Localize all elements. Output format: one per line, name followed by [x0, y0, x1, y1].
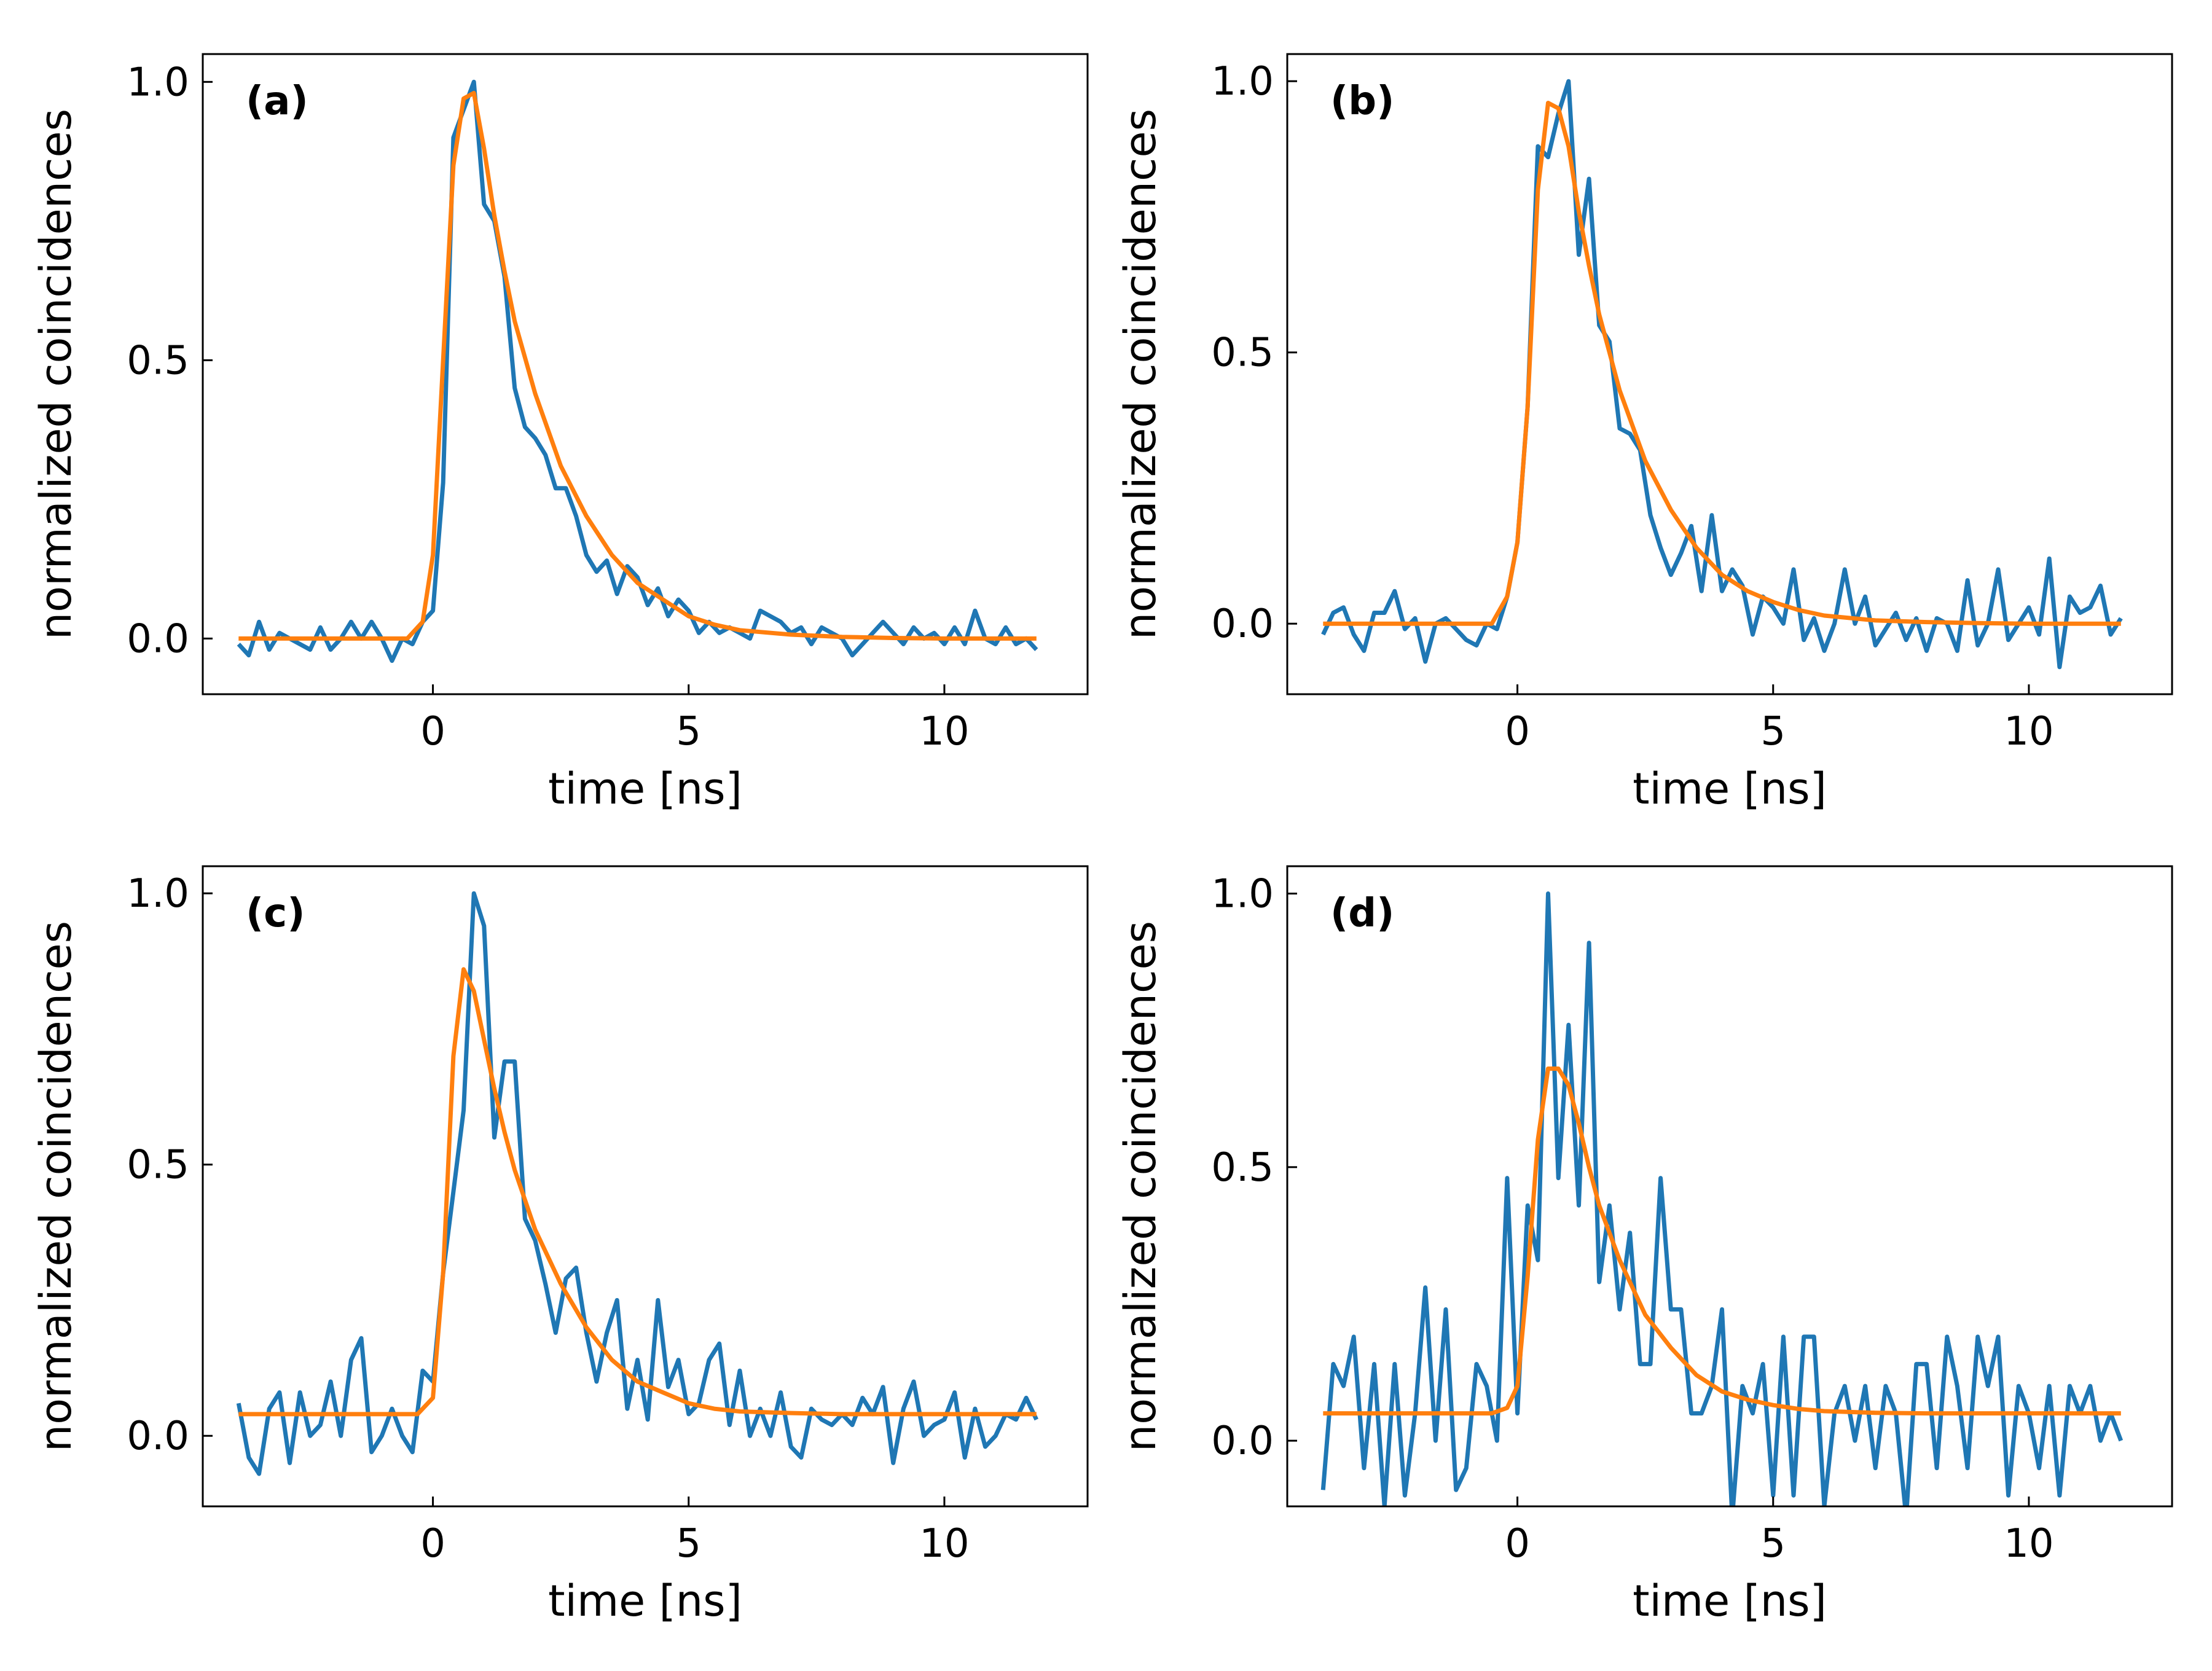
x-tick-label: 5	[1760, 1521, 1786, 1567]
chart-panel-0: 0 5 10 0.0 0.5 1.0 time [ns] normalized coincid…	[31, 53, 1089, 814]
y-tick-label: 0.0	[1211, 1419, 1274, 1464]
x-axis-label: time [ns]	[1633, 764, 1827, 814]
x-tick-label: 5	[1760, 709, 1786, 754]
x-tick-label: 0	[420, 1521, 445, 1567]
axes-frame	[202, 865, 1089, 1508]
y-axis-label: normalized coincidences	[31, 921, 81, 1452]
series-line-fit	[238, 967, 1037, 1417]
y-tick-label: 0.5	[127, 338, 189, 383]
chart-panel-2: 0 5 10 0.0 0.5 1.0 time [ns] normalized coincid…	[31, 865, 1089, 1626]
series-line-data	[236, 891, 1038, 1476]
x-tick-label: 0	[420, 709, 445, 754]
panel-label: (c)	[246, 891, 305, 936]
y-tick-label: 0.5	[127, 1143, 189, 1188]
x-tick-label: 5	[676, 709, 701, 754]
series-line-fit	[1323, 1066, 2121, 1416]
x-tick-label: 5	[676, 1521, 701, 1567]
y-tick-label: 0.0	[127, 616, 189, 662]
y-tick-label: 1.0	[1211, 872, 1274, 917]
x-axis-label: time [ns]	[548, 1576, 742, 1626]
panel-label: (d)	[1330, 891, 1394, 936]
y-tick-label: 1.0	[127, 871, 189, 917]
axes-frame	[1286, 865, 2173, 1508]
y-tick-label: 0.0	[127, 1414, 189, 1459]
y-tick-label: 0.5	[1211, 1145, 1274, 1191]
panel-label: (b)	[1330, 79, 1394, 124]
chart-panel-3: 0 5 10 0.0 0.5 1.0 time [ns] normalized coincid…	[1115, 865, 2173, 1626]
y-axis-label: normalized coincidences	[31, 109, 81, 640]
y-tick-label: 1.0	[127, 60, 189, 105]
y-axis-label: normalized coincidences	[1115, 921, 1166, 1452]
x-axis-label: time [ns]	[548, 764, 742, 814]
series-line-data	[1320, 891, 2124, 1506]
x-tick-label: 0	[1505, 709, 1530, 754]
chart-panel-1: 0 5 10 0.0 0.5 1.0 time [ns] normalized coincid…	[1115, 53, 2173, 814]
x-axis-label: time [ns]	[1633, 1576, 1827, 1626]
axes-frame	[1286, 53, 2173, 695]
axes-frame	[202, 53, 1089, 695]
y-axis-label: normalized coincidences	[1115, 109, 1166, 640]
y-tick-label: 1.0	[1211, 59, 1274, 104]
panel-label: (a)	[246, 79, 308, 124]
series-line-fit	[238, 90, 1037, 641]
x-tick-label: 10	[919, 709, 969, 754]
x-tick-label: 10	[919, 1521, 969, 1567]
series-line-data	[237, 79, 1038, 663]
x-tick-label: 0	[1505, 1521, 1530, 1567]
y-tick-label: 0.5	[1211, 331, 1274, 376]
x-tick-label: 10	[2004, 1521, 2053, 1567]
y-tick-label: 0.0	[1211, 601, 1274, 647]
series-line-fit	[1323, 101, 2121, 626]
x-tick-label: 10	[2004, 709, 2053, 754]
